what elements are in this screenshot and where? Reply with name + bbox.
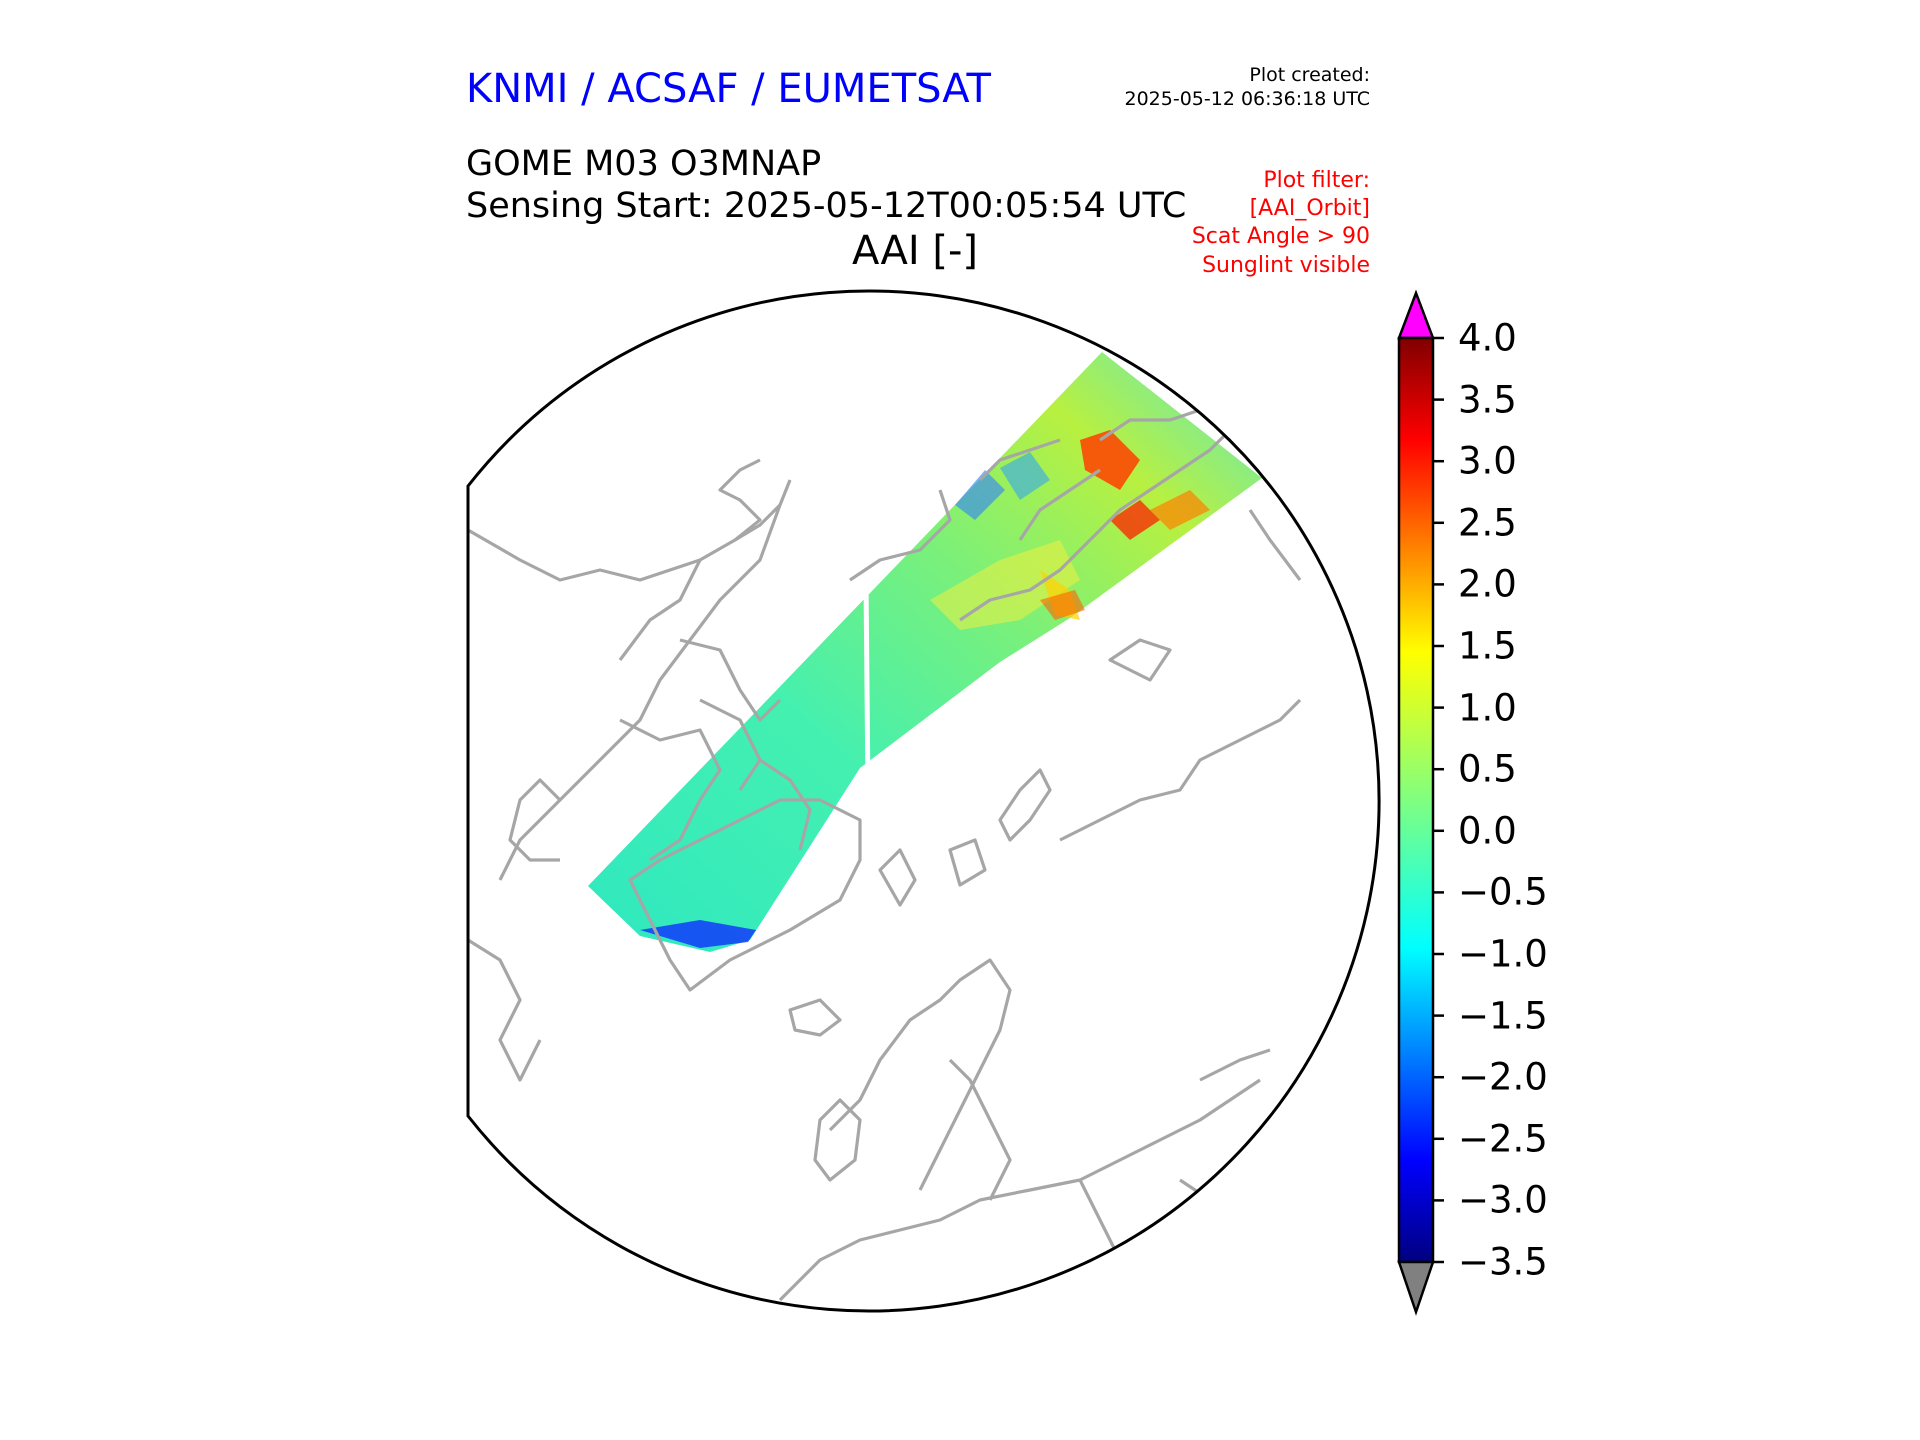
low-aai-patch — [1000, 452, 1050, 500]
colorbar-tick-label: 3.5 — [1458, 378, 1517, 422]
product-title: GOME M03 O3MNAP — [466, 144, 822, 184]
low-aai-patch — [955, 470, 1005, 520]
colorbar-tick-label: 1.0 — [1458, 686, 1517, 730]
sensing-start: Sensing Start: 2025-05-12T00:05:54 UTC — [466, 186, 1187, 226]
colorbar-tick-label: −3.5 — [1458, 1240, 1548, 1284]
colorbar-tick-label: 2.0 — [1458, 562, 1517, 606]
high-aai-patch — [1110, 500, 1160, 540]
colorbar-body — [1397, 336, 1435, 1264]
plot-created-label: Plot created: — [1249, 64, 1370, 86]
filter-orbit: [AAI_Orbit] — [1249, 196, 1370, 221]
plot-created-timestamp: 2025-05-12 06:36:18 UTC — [1124, 88, 1371, 110]
map-boundary — [466, 289, 1381, 1313]
variable-title: AAI [-] — [852, 228, 978, 274]
colorbar-tick-label: 3.0 — [1458, 439, 1517, 483]
colorbar-tick-label: 0.0 — [1458, 809, 1517, 853]
colorbar-tick-label: −1.0 — [1458, 932, 1548, 976]
colorbar-tick-label: 0.5 — [1458, 747, 1517, 791]
swath-gap — [863, 581, 871, 793]
colorbar-tick-label: 4.0 — [1458, 316, 1517, 360]
aai-swath — [588, 352, 1262, 952]
colorbar-tick-label: −3.0 — [1458, 1178, 1548, 1222]
colorbar-over-triangle — [1397, 289, 1435, 340]
organization-title: KNMI / ACSAF / EUMETSAT — [466, 66, 991, 112]
colorbar-tick-label: −1.5 — [1458, 994, 1548, 1038]
low-aai-patch — [640, 920, 756, 948]
colorbar-tick-label: 1.5 — [1458, 624, 1517, 668]
colorbar-under-triangle — [1397, 1260, 1435, 1316]
colorbar-tick-label: −2.5 — [1458, 1117, 1548, 1161]
high-aai-patch — [1150, 490, 1210, 530]
colorbar-tick-label: 2.5 — [1458, 501, 1517, 545]
filter-sunglint: Sunglint visible — [1202, 253, 1370, 278]
colorbar-tick-label: −2.0 — [1458, 1055, 1548, 1099]
filter-scat-angle: Scat Angle > 90 — [1191, 224, 1370, 249]
filter-label: Plot filter: — [1263, 168, 1370, 193]
colorbar-tick-label: −0.5 — [1458, 870, 1548, 914]
high-aai-patch — [930, 540, 1080, 630]
high-aai-patch — [1040, 590, 1085, 620]
